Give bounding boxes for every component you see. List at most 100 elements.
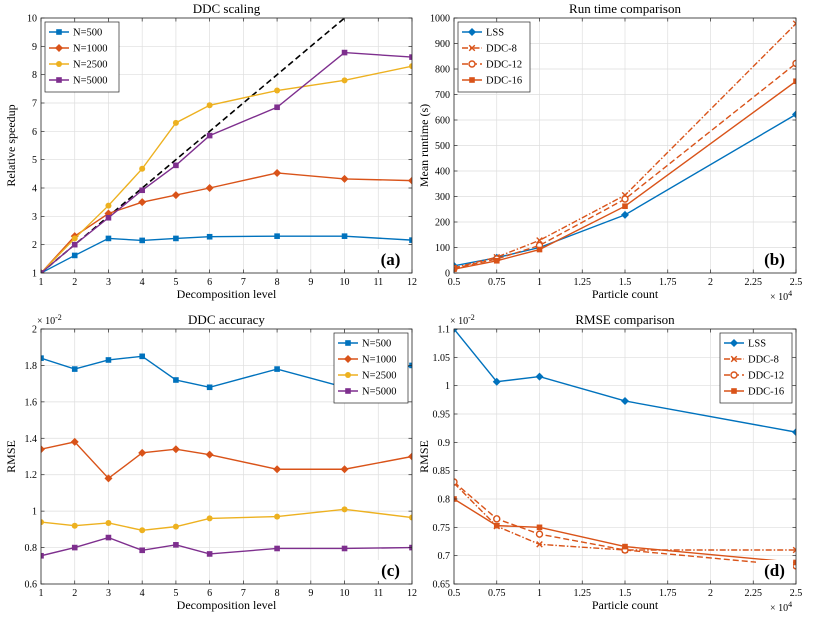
data-layer	[41, 353, 412, 559]
x-tick-label: 4	[140, 277, 145, 288]
data-point-n-5000	[274, 545, 280, 552]
data-point-ddc-8	[792, 546, 796, 554]
legend-marker-n-2500	[56, 61, 62, 67]
x-tick-label: 0.75	[488, 588, 506, 599]
x-tick-label: 2.5	[790, 588, 803, 599]
data-point-n-5000	[105, 214, 112, 221]
data-point-n-2500	[41, 519, 44, 526]
panel-4: 0.5 0.75 1 1.25 1.5 1.75 2 2.25 2.5 0.65 0.7 0.75 0.…	[417, 312, 802, 614]
data-point-ddc-12	[792, 59, 796, 68]
y-tick-label: 0.8	[25, 543, 38, 554]
legend-label-n-2500: N=2500	[362, 371, 397, 382]
x-tick-label: 3	[106, 277, 111, 288]
data-point-n-2500	[341, 77, 348, 84]
data-point-n-2500	[105, 519, 112, 526]
data-point-n-2500	[139, 527, 146, 534]
y-tick-label: 1.1	[438, 325, 451, 336]
data-point-n-2500	[409, 63, 412, 70]
data-point-n-500	[173, 377, 179, 383]
data-point-n-1000	[340, 174, 349, 183]
data-point-n-5000	[105, 534, 112, 541]
x-axis-label: Decomposition level	[177, 287, 277, 301]
data-point-n-5000	[341, 545, 348, 552]
data-point-n-1000	[171, 445, 180, 454]
y-tick-label: 7	[32, 99, 37, 110]
data-point-ddc-8	[536, 237, 543, 244]
data-point-n-1000	[408, 176, 412, 185]
chart-title: RMSE comparison	[575, 312, 675, 327]
x-tick-label: 1.25	[574, 277, 592, 288]
x-tick-label: 10	[340, 277, 350, 288]
panel-label-box	[372, 249, 409, 270]
y-tick-label: 600	[435, 116, 450, 127]
panel-label-box	[756, 249, 793, 270]
y-exponent-label: × 10-2	[450, 313, 475, 327]
y-tick-label: 6	[32, 127, 37, 138]
x-tick-label: 2	[72, 588, 77, 599]
x-tick-label: 1.25	[574, 588, 592, 599]
legend-label-n-2500: N=2500	[73, 60, 108, 71]
y-tick-label: 700	[435, 90, 450, 101]
y-tick-label: 5	[32, 155, 37, 166]
x-exponent-power: 4	[788, 600, 792, 609]
data-point-n-5000	[139, 547, 145, 554]
x-tick-label: 1	[39, 588, 44, 599]
legend-label-lss: LSS	[748, 339, 766, 350]
panel-label-box	[372, 560, 409, 581]
x-tick-label: 1	[39, 277, 44, 288]
x-tick-label: 2.5	[790, 277, 803, 288]
y-tick-label: 800	[435, 65, 450, 76]
data-point-n-1000	[104, 474, 113, 483]
x-axis-label: Particle count	[592, 598, 659, 612]
legend-marker-n-2500	[345, 372, 351, 378]
chart-title: Run time comparison	[569, 1, 681, 16]
data-point-n-1000	[340, 465, 349, 474]
data-point-ddc-12	[621, 195, 629, 203]
x-tick-label: 12	[407, 277, 417, 288]
data-point-lss	[492, 377, 501, 386]
data-point-n-1000	[138, 198, 147, 207]
x-exponent-power: 4	[788, 289, 792, 298]
grid	[453, 328, 797, 585]
data-point-n-5000	[71, 241, 78, 248]
data-point-n-500	[105, 357, 112, 363]
data-point-ddc-16	[793, 78, 796, 85]
data-point-lss	[621, 210, 629, 219]
x-tick-label: 5	[173, 588, 178, 599]
legend-marker-ddc-8	[468, 44, 476, 52]
legend-label-n-500: N=500	[73, 28, 102, 39]
y-tick-label: 1.2	[25, 470, 38, 481]
y-tick-label: 0	[445, 269, 450, 280]
x-tick-label: 2	[72, 277, 77, 288]
y-axis-label: RMSE	[417, 440, 431, 473]
legend-label-n-1000: N=1000	[73, 44, 108, 55]
y-tick-label: 0.6	[25, 580, 38, 591]
y-tick-label: 9	[32, 42, 37, 53]
legend-marker-n-1000	[55, 44, 63, 52]
x-tick-label: 6	[207, 588, 212, 599]
data-point-ddc-16	[493, 522, 500, 529]
legend-label-lss: LSS	[486, 28, 504, 39]
x-tick-label: 1.5	[619, 588, 632, 599]
y-tick-label: 0.7	[438, 551, 451, 562]
legend-label-ddc-8: DDC-8	[486, 44, 517, 55]
legend-marker-ddc-16	[731, 388, 737, 394]
data-point-n-2500	[409, 514, 412, 521]
data-point-lss	[454, 329, 458, 333]
y-tick-label: 2	[32, 240, 37, 251]
legend-marker-ddc-8	[730, 355, 738, 363]
data-point-n-2500	[172, 523, 179, 530]
data-point-n-500	[274, 233, 280, 239]
data-point-lss	[621, 396, 629, 405]
legend-label-n-1000: N=1000	[362, 355, 397, 366]
legend: N=500 N=1000 N=2500 N=5000	[44, 21, 120, 93]
data-point-ddc-16	[536, 246, 543, 253]
legend-marker-ddc-12	[730, 371, 738, 379]
x-tick-label: 7	[241, 588, 246, 599]
data-point-n-2500	[172, 119, 179, 126]
data-point-n-2500	[274, 87, 281, 94]
x-tick-label: 9	[308, 277, 313, 288]
y-tick-label: 2	[32, 325, 37, 336]
panel-label-box	[756, 560, 793, 581]
